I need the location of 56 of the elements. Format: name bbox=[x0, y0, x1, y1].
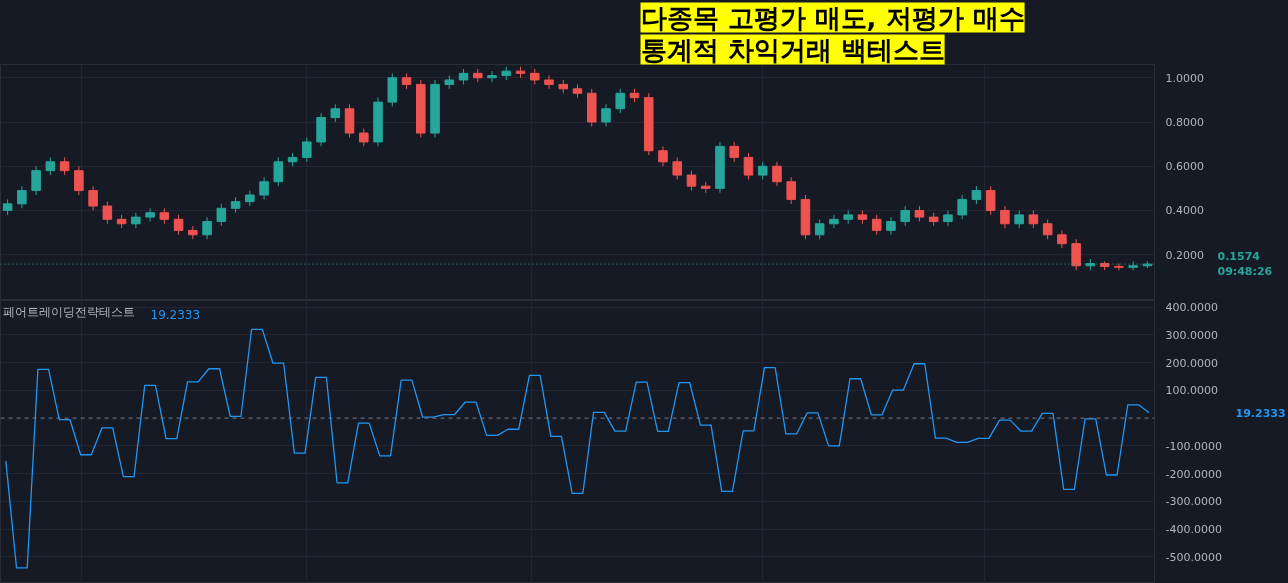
candlestick bbox=[957, 194, 967, 220]
candlestick bbox=[302, 136, 312, 163]
candlestick bbox=[686, 170, 697, 192]
y-tick-label: -200.0000 bbox=[1165, 467, 1222, 481]
candlestick bbox=[202, 216, 212, 240]
y-tick-label: -400.0000 bbox=[1165, 523, 1222, 537]
chart-title: 페어트레이딩전략테스트 bbox=[2, 304, 135, 319]
candlestick bbox=[1000, 205, 1010, 229]
candlestick bbox=[145, 207, 155, 223]
candlestick bbox=[1071, 238, 1081, 271]
candlestick bbox=[943, 209, 953, 227]
y-tick-label: 300.0000 bbox=[1165, 328, 1218, 342]
y-tick-label: 100.0000 bbox=[1165, 384, 1218, 398]
chart-subtitle: 통계적 차익거래 백테스트 bbox=[640, 34, 945, 65]
candlestick bbox=[658, 145, 668, 167]
candlestick bbox=[743, 152, 754, 181]
chart-title: 다종목 고평가 매도, 저평가 매수 bbox=[640, 2, 1025, 33]
candlestick bbox=[772, 161, 782, 187]
ref-line-label: 0.1574 bbox=[1217, 249, 1261, 263]
candlestick bbox=[74, 165, 84, 196]
candlestick bbox=[871, 214, 882, 236]
candlestick bbox=[1114, 263, 1124, 271]
candlestick bbox=[829, 214, 839, 229]
candlestick bbox=[729, 141, 739, 163]
annotation: 19.2333 bbox=[150, 307, 201, 322]
text: 09:48:26 bbox=[1217, 265, 1273, 279]
candlestick bbox=[672, 156, 682, 181]
y-tick-label: -300.0000 bbox=[1165, 495, 1222, 509]
candlestick bbox=[544, 75, 554, 90]
candlestick bbox=[102, 201, 113, 225]
text: 19.2333 bbox=[1235, 406, 1286, 420]
candlestick bbox=[601, 103, 611, 127]
candlestick bbox=[900, 205, 910, 227]
y-tick-label: 0.2000 bbox=[1165, 248, 1204, 262]
y-tick-label: 0.4000 bbox=[1165, 204, 1204, 218]
candlestick bbox=[216, 203, 227, 227]
candlestick bbox=[1042, 218, 1053, 240]
candlestick bbox=[173, 214, 184, 236]
y-tick-label: 0.6000 bbox=[1165, 160, 1204, 174]
candlestick bbox=[17, 185, 27, 209]
candlestick bbox=[985, 185, 996, 216]
candlestick bbox=[88, 185, 98, 211]
y-tick-label: 400.0000 bbox=[1165, 301, 1218, 315]
y-tick-label: -100.0000 bbox=[1165, 439, 1222, 453]
y-tick-label: 200.0000 bbox=[1165, 356, 1218, 370]
y-tick-label: 1.0000 bbox=[1165, 71, 1204, 85]
line-series bbox=[5, 328, 1150, 569]
candlestick bbox=[259, 176, 269, 200]
candlestick bbox=[814, 218, 825, 240]
candlestick bbox=[615, 88, 626, 114]
y-tick-label: 0.8000 bbox=[1165, 116, 1204, 130]
candlestick bbox=[31, 165, 41, 196]
candlestick bbox=[273, 156, 284, 187]
candlestick bbox=[786, 176, 796, 205]
y-tick-label: -500.0000 bbox=[1165, 550, 1222, 564]
candlestick bbox=[487, 70, 497, 83]
